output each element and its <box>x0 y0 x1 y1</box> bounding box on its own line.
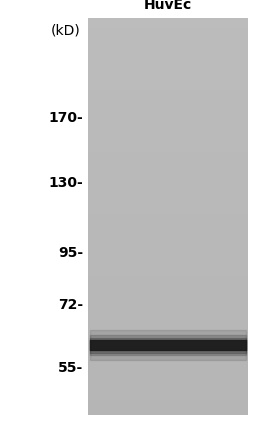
Text: 130-: 130- <box>48 176 83 190</box>
Text: HuvEc: HuvEc <box>144 0 192 12</box>
Text: 55-: 55- <box>58 361 83 375</box>
Bar <box>88 18 248 415</box>
Text: 170-: 170- <box>48 111 83 125</box>
Text: (kD): (kD) <box>50 23 80 37</box>
Text: 95-: 95- <box>58 246 83 260</box>
Text: 72-: 72- <box>58 298 83 312</box>
